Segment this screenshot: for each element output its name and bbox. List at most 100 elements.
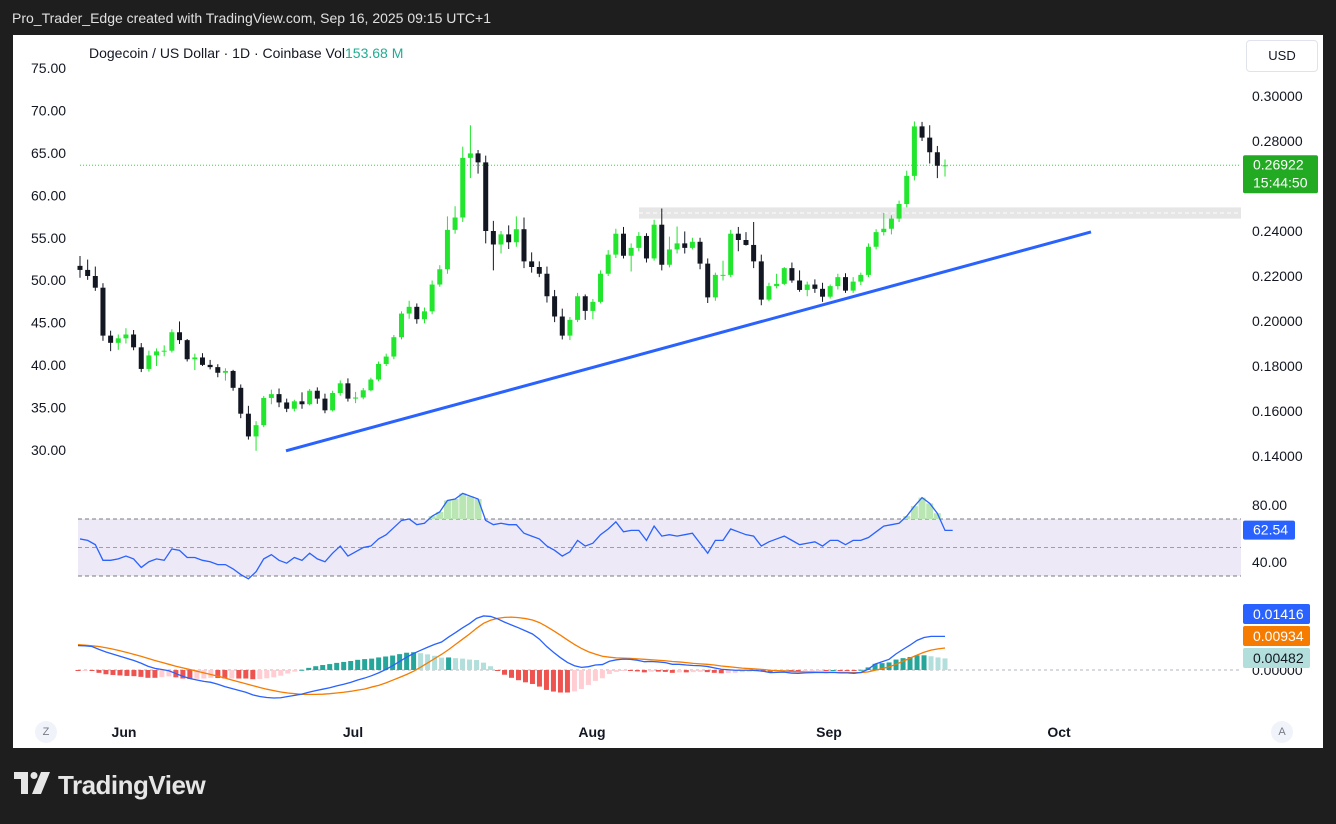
macd-histogram-bar [641, 670, 647, 673]
macd-value-badge [1243, 604, 1310, 624]
macd-histogram-bar [935, 657, 941, 670]
macd-histogram-bar [809, 670, 815, 671]
candle-body [138, 347, 144, 369]
candle-body [192, 357, 198, 360]
candle-body [245, 413, 251, 437]
candle-body [712, 274, 718, 298]
macd-histogram-bar [467, 659, 473, 670]
candle-body [452, 217, 458, 230]
macd-histogram-bar [802, 670, 808, 671]
candle-body [827, 286, 833, 297]
left-axis-tick: 50.00 [31, 272, 66, 288]
macd-histogram-bar [921, 655, 927, 670]
volume-label: Vol [325, 45, 346, 61]
candle-body [904, 175, 910, 204]
macd-histogram-bar [75, 670, 81, 671]
candle-body [115, 338, 121, 343]
macd-histogram-bar [837, 670, 843, 671]
candle-body [429, 284, 435, 312]
macd-histogram-bar [739, 670, 745, 673]
candle-body [659, 224, 665, 265]
candle-body [751, 244, 757, 262]
macd-histogram-bar [334, 662, 340, 670]
ascending-trendline [285, 230, 1092, 453]
candle-body [330, 393, 336, 411]
macd-histogram-bar [390, 655, 396, 670]
candle-body [100, 287, 106, 336]
left-axis-tick: 45.00 [31, 315, 66, 331]
chart-canvas[interactable]: 75.00 70.00 65.00 60.00 55.00 50.00 45.00 40.00… [13, 35, 1323, 748]
currency-button[interactable]: USD [1246, 40, 1318, 72]
candle-body [307, 390, 313, 405]
candle-body [421, 311, 427, 320]
candle-body [238, 387, 244, 414]
candle-body [376, 363, 382, 380]
candle-body [360, 390, 366, 398]
macd-histogram-bar [306, 667, 312, 670]
candle-body [169, 332, 175, 351]
macd-histogram-bar [243, 670, 249, 679]
auto-scale-z-button[interactable]: Z [35, 721, 57, 743]
candle-body [299, 401, 305, 405]
macd-histogram-bar [432, 655, 438, 670]
rsi-line [79, 492, 953, 580]
macd-histogram-bar [257, 670, 263, 680]
macd-histogram-bar [816, 670, 822, 671]
candle-body [758, 261, 764, 300]
macd-histogram-bar [564, 670, 570, 693]
macd-histogram-bar [481, 662, 487, 670]
candle-body [276, 394, 282, 403]
macd-histogram-bar [683, 670, 689, 673]
macd-histogram-bar [914, 655, 920, 670]
candle-body [689, 241, 695, 248]
macd-histogram-bar [145, 670, 151, 678]
macd-histogram-bar [222, 670, 228, 679]
candle-body [636, 235, 642, 248]
candle-body [797, 280, 803, 290]
rsi-axis-tick: 80.00 [1252, 497, 1287, 513]
right-axis-tick: 0.28000 [1252, 133, 1303, 149]
candle-body [567, 319, 573, 336]
x-axis-label: Oct [1047, 724, 1071, 740]
macd-histogram-bar [376, 657, 382, 670]
macd-histogram-bar [942, 658, 948, 670]
candle-body [85, 269, 91, 276]
candle-body [437, 269, 443, 285]
rsi-value-badge [1243, 520, 1295, 540]
macd-histogram-bar [194, 670, 200, 679]
candle-body [291, 401, 297, 409]
last-price-badge [1243, 155, 1318, 194]
candle-body [873, 232, 879, 247]
candle-body [728, 233, 734, 275]
macd-histogram-bar [725, 670, 731, 674]
chart-panel[interactable]: 75.00 70.00 65.00 60.00 55.00 50.00 45.00 40.00… [13, 35, 1323, 748]
tradingview-footer: TradingView [14, 770, 206, 801]
macd-value: 0.01416 [1253, 606, 1304, 622]
rsi-axis-tick: 40.00 [1252, 554, 1287, 570]
left-axis-tick: 30.00 [31, 442, 66, 458]
candle-body [774, 283, 780, 287]
macd-histogram-bar [599, 670, 605, 679]
macd-histogram-bar [634, 670, 640, 672]
candle-body [490, 231, 496, 245]
macd-histogram-bar [900, 658, 906, 670]
right-axis-tick: 0.24000 [1252, 223, 1303, 239]
candle-body [812, 284, 818, 289]
macd-histogram-bar [362, 659, 368, 670]
symbol-legend[interactable]: Dogecoin / US Dollar · 1D · Coinbase Vol… [89, 45, 403, 61]
candle-body [161, 350, 167, 352]
macd-histogram-bar [159, 670, 165, 678]
macd-histogram-bar [166, 670, 172, 677]
macd-histogram-bar [669, 670, 675, 673]
candle-body [881, 228, 887, 233]
candle-body [368, 379, 374, 391]
macd-histogram-bar [557, 670, 563, 693]
candle-body [697, 241, 703, 264]
macd-histogram-bar [529, 670, 535, 684]
chart-snapshot-caption: Pro_Trader_Edge created with TradingView… [12, 10, 492, 26]
auto-scale-a-button[interactable]: A [1271, 721, 1293, 743]
candle-body [131, 334, 137, 348]
candle-body [460, 157, 466, 218]
x-axis-label: Jun [112, 724, 137, 740]
candle-body [888, 218, 894, 229]
